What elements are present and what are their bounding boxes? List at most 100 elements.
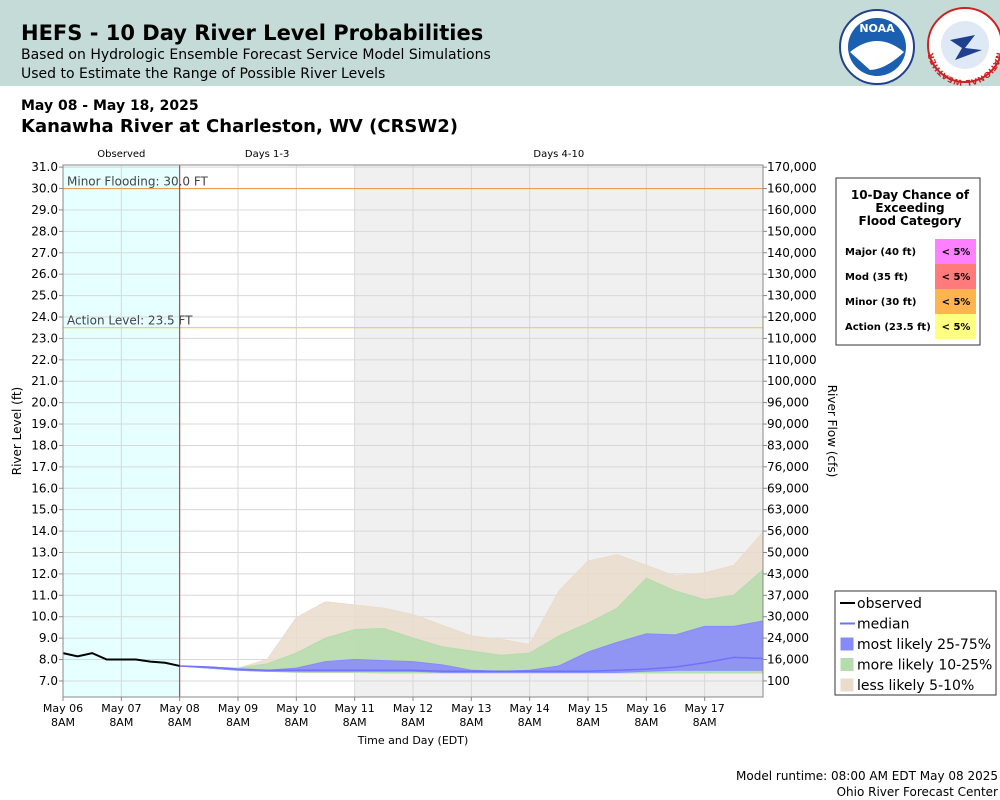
flood-category-swatch — [935, 239, 976, 264]
y2-tick-label: 140,000 — [767, 246, 817, 260]
x-tick-label: May 15 8AM — [568, 702, 608, 729]
x-tick-date: May 12 — [393, 702, 433, 715]
y2-tick-label: 110,000 — [767, 353, 817, 367]
flood-table-title: Exceeding — [875, 201, 944, 215]
legend-swatch — [840, 637, 854, 651]
y-tick-label: 12.0 — [31, 567, 58, 581]
x-tick-date: May 08 — [160, 702, 200, 715]
legend-label: less likely 5-10% — [857, 678, 974, 694]
flood-table-title: 10-Day Chance of — [851, 188, 970, 202]
x-tick-date: May 16 — [626, 702, 666, 715]
y-tick-label: 24.0 — [31, 310, 58, 324]
y-tick-label: 20.0 — [31, 396, 58, 410]
y-tick-label: 25.0 — [31, 289, 58, 303]
x-tick-label: May 10 8AM — [276, 702, 316, 729]
x-tick-time: 8AM — [459, 716, 483, 729]
x-tick-time: 8AM — [51, 716, 75, 729]
legend-swatch — [840, 678, 854, 692]
x-tick-label: May 17 8AM — [685, 702, 725, 729]
x-tick-label: May 06 8AM — [43, 702, 83, 729]
flood-table-title: Flood Category — [859, 214, 962, 228]
legend-label: observed — [857, 596, 922, 612]
x-tick-time: 8AM — [576, 716, 600, 729]
x-tick-label: May 14 8AM — [510, 702, 550, 729]
x-tick-date: May 17 — [685, 702, 725, 715]
x-tick-label: May 09 8AM — [218, 702, 258, 729]
y2-tick-label: 56,000 — [767, 524, 809, 538]
y-tick-label: 11.0 — [31, 588, 58, 602]
y-tick-label: 31.0 — [31, 160, 58, 174]
y2-tick-label: 37,000 — [767, 588, 809, 602]
period-label: Days 4-10 — [533, 149, 584, 160]
footer-center: Ohio River Forecast Center — [837, 785, 998, 799]
y-tick-label: 13.0 — [31, 545, 58, 559]
flood-category-label: Minor (30 ft) — [845, 297, 916, 308]
x-tick-time: 8AM — [518, 716, 542, 729]
median-line — [179, 656, 764, 673]
threshold-label: Action Level: 23.5 FT — [67, 314, 193, 328]
nws-symbol — [950, 35, 982, 60]
plot: Observed Days 1-3 Days 4-10 7.0 8.0 9.0 10.0 11… — [10, 149, 997, 747]
period-label: Days 1-3 — [245, 149, 289, 160]
flood-category-value: < 5% — [942, 297, 971, 308]
plot-frame — [62, 164, 764, 698]
y2-tick-label: 30,000 — [767, 610, 809, 624]
period-label: Observed — [97, 149, 145, 160]
header-subtitle: Used to Estimate the Range of Possible R… — [21, 66, 385, 82]
y2-tick-label: 24,000 — [767, 631, 809, 645]
legend-swatch — [840, 658, 854, 671]
y-tick-label: 30.0 — [31, 182, 58, 196]
x-tick-date: May 13 — [451, 702, 491, 715]
x-tick-time: 8AM — [693, 716, 717, 729]
header-subtitle: Based on Hydrologic Ensemble Forecast Se… — [21, 47, 491, 63]
flood-category-value: < 5% — [942, 247, 971, 258]
chart-title: Kanawha River at Charleston, WV (CRSW2) — [21, 116, 458, 137]
x-tick-time: 8AM — [109, 716, 133, 729]
y2-tick-label: 120,000 — [767, 310, 817, 324]
y-tick-label: 9.0 — [39, 631, 58, 645]
x-tick-date: May 11 — [335, 702, 375, 715]
flood-category-swatch — [935, 314, 976, 339]
x-tick-time: 8AM — [226, 716, 250, 729]
y-tick-label: 19.0 — [31, 417, 58, 431]
x-tick-date: May 15 — [568, 702, 608, 715]
y2-tick-label: 90,000 — [767, 417, 809, 431]
y2-tick-label: 76,000 — [767, 460, 809, 474]
y-tick-label: 22.0 — [31, 353, 58, 367]
flood-category-label: Major (40 ft) — [845, 247, 916, 258]
noaa-bird — [850, 41, 904, 70]
x-tick-time: 8AM — [284, 716, 308, 729]
y-tick-label: 16.0 — [31, 481, 58, 495]
y2-tick-label: 160,000 — [767, 203, 817, 217]
x-tick-time: 8AM — [634, 716, 658, 729]
flood-category-value: < 5% — [942, 272, 971, 283]
threshold-label: Minor Flooding: 30.0 FT — [67, 175, 209, 189]
date-range: May 08 - May 18, 2025 — [21, 98, 199, 114]
y-tick-label: 26.0 — [31, 267, 58, 281]
y2-tick-label: 160,000 — [767, 182, 817, 196]
y2-tick-label: 150,000 — [767, 224, 817, 238]
y2-tick-label: 43,000 — [767, 567, 809, 581]
legend-box — [834, 590, 997, 696]
x-tick-time: 8AM — [343, 716, 367, 729]
y-tick-label: 10.0 — [31, 610, 58, 624]
y2-tick-label: 96,000 — [767, 396, 809, 410]
y-tick-label: 18.0 — [31, 438, 58, 452]
x-tick-date: May 07 — [101, 702, 141, 715]
y2-tick-label: 130,000 — [767, 289, 817, 303]
y2-tick-label: 110,000 — [767, 331, 817, 345]
y2-tick-label: 50,000 — [767, 545, 809, 559]
header-title: HEFS - 10 Day River Level Probabilities — [21, 21, 483, 45]
y2-tick-label: 69,000 — [767, 481, 809, 495]
legend-label: more likely 10-25% — [857, 658, 992, 674]
y-tick-label: 7.0 — [39, 674, 58, 688]
y-tick-label: 27.0 — [31, 246, 58, 260]
flood-category-swatch — [935, 289, 976, 314]
flood-category-swatch — [935, 264, 976, 289]
header-band — [0, 0, 1000, 86]
flood-category-value: < 5% — [942, 322, 971, 333]
x-tick-time: 8AM — [401, 716, 425, 729]
y-tick-label: 23.0 — [31, 331, 58, 345]
